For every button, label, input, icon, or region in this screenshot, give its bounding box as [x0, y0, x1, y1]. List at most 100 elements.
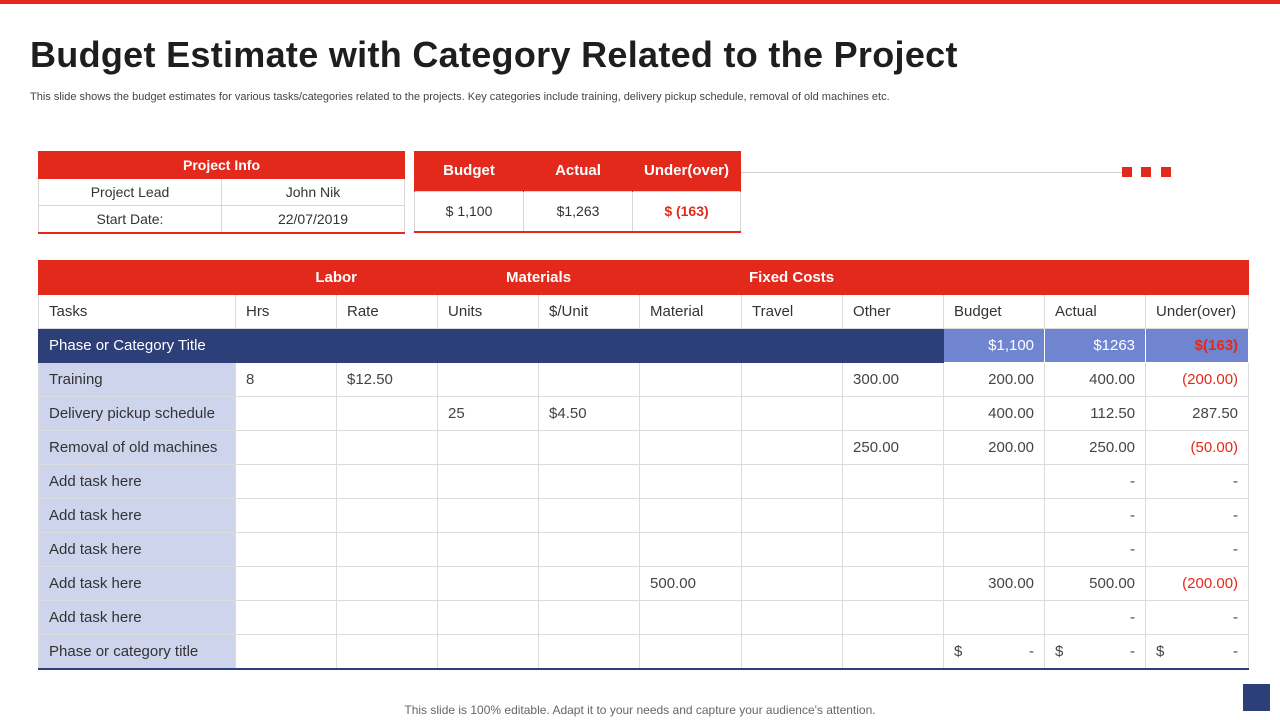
task-name: Add task here — [38, 532, 236, 567]
cell-under: - — [1145, 532, 1250, 567]
dash-value: - — [1233, 642, 1239, 660]
cell-under: - — [1145, 464, 1250, 499]
cell-budget — [943, 464, 1046, 499]
project-lead-value: John Nik — [221, 178, 405, 206]
task-name: Add task here — [38, 600, 236, 635]
cell-other: 300.00 — [842, 362, 945, 397]
cell-material — [639, 430, 743, 465]
corner-square — [1243, 684, 1270, 711]
budget-detail-table: Labor Materials Fixed Costs Tasks Hrs Ra… — [37, 260, 1250, 670]
cell-under: (200.00) — [1145, 566, 1250, 601]
cell-travel — [741, 464, 844, 499]
cell-actual: 500.00 — [1044, 566, 1147, 601]
cell-per-unit: $4.50 — [538, 396, 641, 431]
summary-actual-value: $1,263 — [523, 190, 633, 233]
cell-hrs — [235, 464, 337, 499]
project-info-table: Project Info Project Lead John Nik Start… — [38, 151, 405, 234]
cell-budget: 200.00 — [943, 430, 1046, 465]
last-phase-title: Phase or category title — [38, 634, 236, 670]
summary-actual-header: Actual — [523, 151, 633, 191]
project-info-header: Project Info — [38, 151, 405, 179]
cell-material — [639, 396, 743, 431]
cell-actual: - — [1044, 464, 1147, 499]
cell-per-unit — [538, 634, 641, 670]
cell-other — [842, 600, 945, 635]
cell-material — [639, 362, 743, 397]
cell-budget-total: $ - — [943, 634, 1046, 670]
task-name: Delivery pickup schedule — [38, 396, 236, 431]
table-row: Add task here - - — [38, 464, 1250, 499]
table-row: Add task here - - — [38, 498, 1250, 533]
cell-per-unit — [538, 498, 641, 533]
cell-material — [639, 634, 743, 670]
dash-value: - — [1029, 642, 1035, 660]
cell-rate — [335, 396, 439, 431]
project-info-row: Project Lead John Nik — [38, 178, 405, 206]
cell-material: 500.00 — [639, 566, 743, 601]
cell-under-total: $ - — [1145, 634, 1250, 670]
footer-note: This slide is 100% editable. Adapt it to… — [404, 703, 876, 717]
col-units: Units — [437, 294, 540, 329]
cell-actual: - — [1044, 600, 1147, 635]
cell-units — [437, 498, 540, 533]
cell-actual: - — [1044, 532, 1147, 567]
cell-rate — [335, 430, 439, 465]
col-travel: Travel — [741, 294, 844, 329]
cell-budget — [943, 532, 1046, 567]
table-row: Add task here 500.00 300.00 500.00 (200.… — [38, 566, 1250, 601]
cell-travel — [741, 396, 844, 431]
table-row: Add task here - - — [38, 600, 1250, 635]
table-row: Add task here - - — [38, 532, 1250, 567]
table-row: Training 8 $12.50 300.00 200.00 400.00 (… — [38, 362, 1250, 397]
cell-other — [842, 532, 945, 567]
col-hrs: Hrs — [235, 294, 337, 329]
cell-budget — [943, 600, 1046, 635]
cell-travel — [741, 430, 844, 465]
cell-other — [842, 464, 945, 499]
col-material: Material — [639, 294, 743, 329]
cell-under: (200.00) — [1145, 362, 1250, 397]
phase-budget: $1,100 — [943, 328, 1046, 363]
group-labor: Labor — [37, 260, 439, 295]
cell-material — [639, 532, 743, 567]
phase-row: Phase or Category Title $1,100 $1263 $(1… — [37, 328, 1250, 363]
cell-other — [842, 634, 945, 670]
cell-actual-total: $ - — [1044, 634, 1147, 670]
cell-travel — [741, 532, 844, 567]
summary-budget-header: Budget — [414, 151, 524, 191]
cell-hrs: 8 — [235, 362, 337, 397]
decor-square — [1141, 167, 1151, 177]
cell-hrs — [235, 430, 337, 465]
currency-symbol: $ — [954, 642, 963, 660]
cell-units — [437, 566, 540, 601]
page-title: Budget Estimate with Category Related to… — [30, 34, 958, 75]
group-header-row: Labor Materials Fixed Costs — [37, 260, 1250, 295]
top-accent-bar — [0, 0, 1280, 4]
connector-line — [741, 172, 1122, 173]
col-tasks: Tasks — [38, 294, 236, 329]
cell-units — [437, 532, 540, 567]
task-name: Add task here — [38, 498, 236, 533]
cell-under: - — [1145, 600, 1250, 635]
col-rate: Rate — [335, 294, 439, 329]
cell-under: - — [1145, 498, 1250, 533]
cell-hrs — [235, 634, 337, 670]
cell-travel — [741, 362, 844, 397]
cell-per-unit — [538, 566, 641, 601]
start-date-label: Start Date: — [38, 205, 222, 234]
cell-units — [437, 634, 540, 670]
cell-units — [437, 362, 540, 397]
cell-rate — [335, 498, 439, 533]
cell-rate — [335, 532, 439, 567]
cell-rate — [335, 634, 439, 670]
phase-under: $(163) — [1145, 328, 1250, 363]
budget-summary-table: Budget Actual Under(over) $ 1,100 $1,263… — [414, 151, 741, 233]
cell-per-unit — [538, 600, 641, 635]
summary-under-value: $ (163) — [632, 190, 741, 233]
cell-rate — [335, 464, 439, 499]
cell-actual: 400.00 — [1044, 362, 1147, 397]
project-lead-label: Project Lead — [38, 178, 222, 206]
decor-square — [1122, 167, 1132, 177]
cell-material — [639, 498, 743, 533]
table-row: Delivery pickup schedule 25 $4.50 400.00… — [38, 396, 1250, 431]
